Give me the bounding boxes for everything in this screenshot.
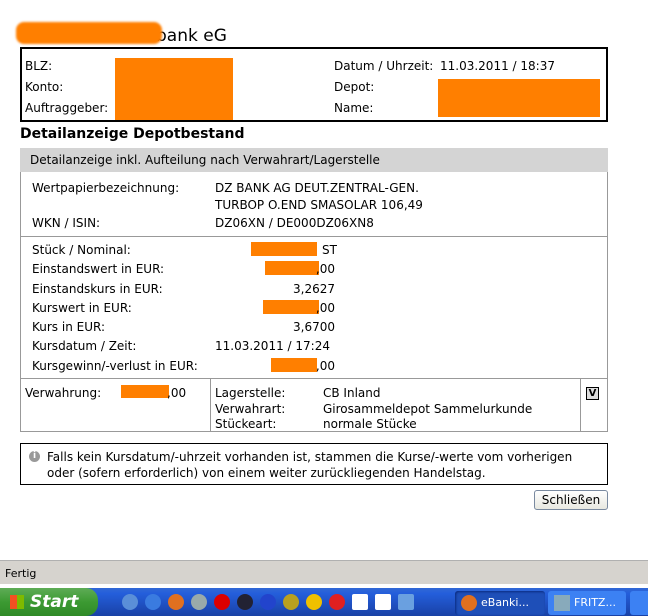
lagerstelle-label: Lagerstelle: xyxy=(215,386,286,400)
status-bar: Fertig xyxy=(0,560,648,584)
redaction xyxy=(16,22,162,44)
yahoo-messenger-icon[interactable] xyxy=(306,594,322,610)
datum-value: 11.03.2011 / 18:37 xyxy=(440,59,555,73)
app-icon[interactable] xyxy=(283,594,299,610)
task-label: FRITZ... xyxy=(574,596,616,609)
firefox-icon xyxy=(461,595,477,611)
firefox-icon[interactable] xyxy=(168,594,184,610)
redaction xyxy=(115,58,233,120)
aim-icon[interactable] xyxy=(329,594,345,610)
opera-icon[interactable] xyxy=(214,594,230,610)
row-value: 11.03.2011 / 17:24 xyxy=(215,339,330,353)
detail-table: Wertpapierbezeichnung: DZ BANK AG DEUT.Z… xyxy=(20,172,608,432)
desktop-icon[interactable] xyxy=(122,594,138,610)
windows-logo-icon xyxy=(10,595,24,609)
row-label: Stück / Nominal: xyxy=(32,243,131,257)
safari-icon[interactable] xyxy=(191,594,207,610)
redaction xyxy=(271,358,317,372)
wkn-label: WKN / ISIN: xyxy=(32,216,101,230)
verwahrart-value: Girosammeldepot Sammelurkunde xyxy=(323,402,533,416)
taskbar: Start eBanki... FRITZ... xyxy=(0,588,648,616)
row-label: Kursdatum / Zeit: xyxy=(32,339,137,353)
app-icon[interactable] xyxy=(398,594,414,610)
task-label: eBanki... xyxy=(481,596,529,609)
verwahrung-label: Verwahrung: xyxy=(25,386,102,400)
ie-icon[interactable] xyxy=(145,594,161,610)
ftp-icon[interactable] xyxy=(237,594,253,610)
konto-label: Konto: xyxy=(25,80,64,94)
start-button[interactable]: Start xyxy=(0,588,98,616)
v-button[interactable]: V xyxy=(586,387,599,400)
row-value: 3,6700 xyxy=(293,320,335,334)
depot-label: Depot: xyxy=(334,80,375,94)
redaction xyxy=(251,242,317,256)
row-label: Einstandskurs in EUR: xyxy=(32,282,163,296)
row-label: Kurs in EUR: xyxy=(32,320,106,334)
redaction xyxy=(121,385,169,398)
row-label: Kursgewinn/-verlust in EUR: xyxy=(32,359,198,373)
account-header: BLZ: Konto: Auftraggeber: Datum / Uhrzei… xyxy=(20,47,608,122)
datum-label: Datum / Uhrzeit: xyxy=(334,59,434,73)
bez-line2: TURBOP O.END SMASOLAR 106,49 xyxy=(215,198,423,212)
row-value: ,00 xyxy=(315,262,335,276)
task-fritz[interactable]: FRITZ... xyxy=(548,591,626,615)
close-button[interactable]: Schließen xyxy=(534,490,608,510)
page-title: Detailanzeige Depotbestand xyxy=(20,126,245,142)
row-value: ,00 xyxy=(315,359,335,373)
browser-icon[interactable] xyxy=(260,594,276,610)
bez-label: Wertpapierbezeichnung: xyxy=(32,181,180,195)
info-text: Falls kein Kursdatum/-uhrzeit vorhanden … xyxy=(47,450,573,480)
row-label: Einstandswert in EUR: xyxy=(32,262,165,276)
auftraggeber-label: Auftraggeber: xyxy=(25,101,109,115)
app-icon xyxy=(554,595,570,611)
wkn-value: DZ06XN / DE000DZ06XN8 xyxy=(215,216,374,230)
bez-line1: DZ BANK AG DEUT.ZENTRAL-GEN. xyxy=(215,181,419,195)
info-box: i Falls kein Kursdatum/-uhrzeit vorhande… xyxy=(20,443,608,485)
row-label: Kurswert in EUR: xyxy=(32,301,132,315)
stueckeart-value: normale Stücke xyxy=(323,417,417,431)
redaction xyxy=(265,261,319,275)
section-title: Detailanzeige inkl. Aufteilung nach Verw… xyxy=(20,148,608,172)
lagerstelle-value: CB Inland xyxy=(323,386,381,400)
row-value: 3,2627 xyxy=(293,282,335,296)
info-icon: i xyxy=(29,451,40,462)
redaction xyxy=(263,300,319,314)
forward-icon[interactable] xyxy=(352,594,368,610)
row-value: ST xyxy=(322,243,337,257)
stueckeart-label: Stückeart: xyxy=(215,417,277,431)
name-label: Name: xyxy=(334,101,374,115)
verwahrart-label: Verwahrart: xyxy=(215,402,286,416)
task-ebanking[interactable]: eBanki... xyxy=(455,591,545,615)
blz-label: BLZ: xyxy=(25,59,53,73)
bank-name: bank eG xyxy=(156,26,227,46)
forward-icon[interactable] xyxy=(375,594,391,610)
verwahrung-value: ,00 xyxy=(167,386,187,400)
row-value: ,00 xyxy=(315,301,335,315)
redaction xyxy=(438,79,600,117)
start-label: Start xyxy=(30,592,79,612)
task-item[interactable] xyxy=(630,591,648,615)
